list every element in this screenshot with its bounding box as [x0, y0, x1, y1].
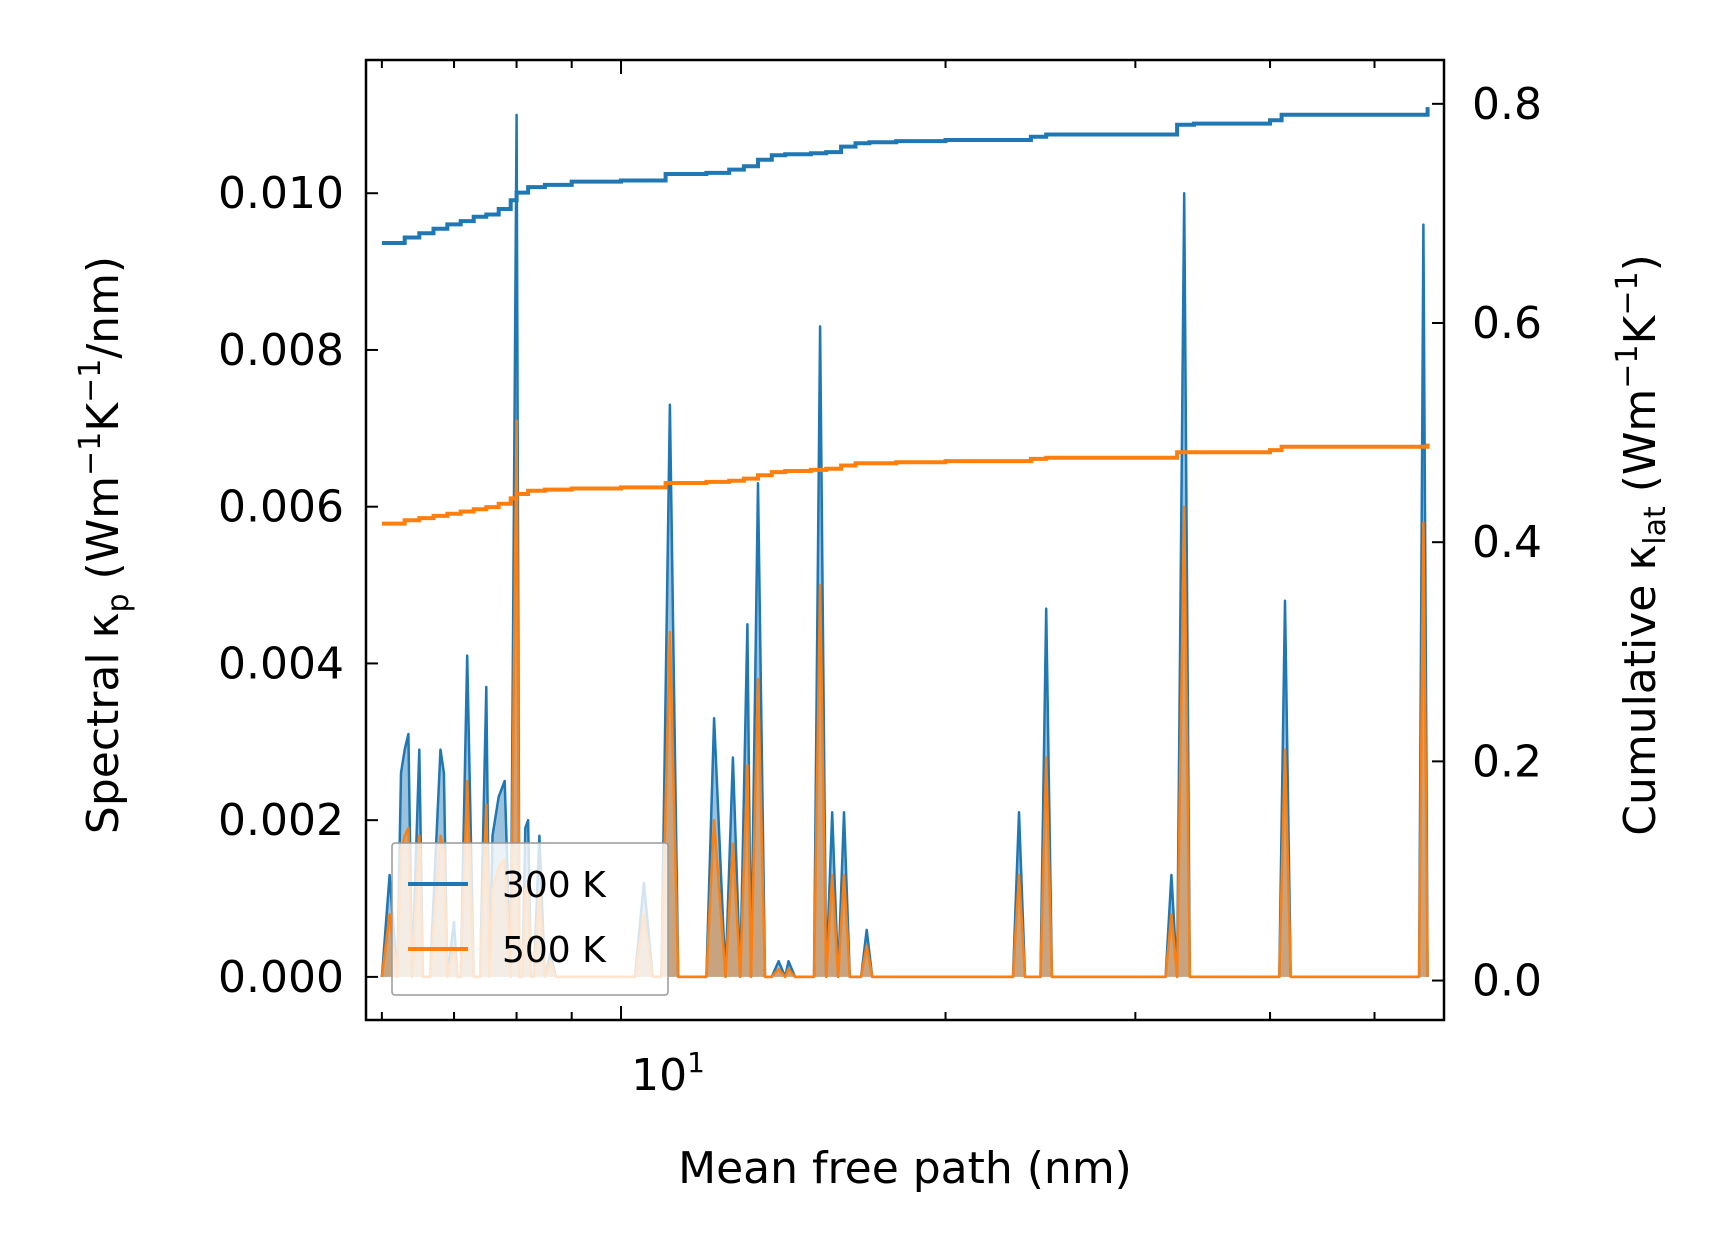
left-y-tick-label: 0.002: [218, 795, 344, 846]
x-axis: [380, 60, 1376, 1020]
right-y-tick-label: 0.0: [1472, 956, 1542, 1007]
legend-label-300K: 300 K: [502, 865, 607, 906]
left-y-tick-label: 0.000: [218, 952, 344, 1003]
cumulative-line-300K: [381, 107, 1430, 245]
right-y-tick-label: 0.8: [1472, 79, 1542, 130]
left-y-axis-title: Spectral κp (Wm−1K−1/nm): [73, 256, 136, 834]
legend-frame: [391, 842, 669, 996]
cumulative-line-layer: [381, 107, 1430, 526]
cumulative-line-500K: [381, 443, 1430, 526]
left-y-axis: 0.000 0.002 0.004 0.006 0.008 0.010: [218, 168, 378, 1003]
left-y-tick-label: 0.008: [218, 325, 344, 376]
right-y-tick-label: 0.4: [1472, 517, 1542, 568]
legend-label-500K: 500 K: [502, 930, 607, 971]
x-tick-label-10: 101: [631, 1046, 705, 1101]
right-y-axis: 0.0 0.2 0.4 0.6 0.8: [1432, 79, 1542, 1007]
right-y-tick-label: 0.2: [1472, 736, 1542, 787]
left-y-tick-label: 0.006: [218, 482, 344, 533]
legend: 300 K 500 K: [391, 842, 669, 996]
right-y-axis-title: Cumulative κlat (Wm−1K−1): [1610, 254, 1673, 836]
plot-area-frame: [364, 58, 1446, 1022]
left-y-tick-label: 0.010: [218, 168, 344, 219]
left-y-tick-label: 0.004: [218, 638, 344, 689]
x-axis-title: Mean free path (nm): [678, 1143, 1132, 1194]
right-y-tick-label: 0.6: [1472, 298, 1542, 349]
